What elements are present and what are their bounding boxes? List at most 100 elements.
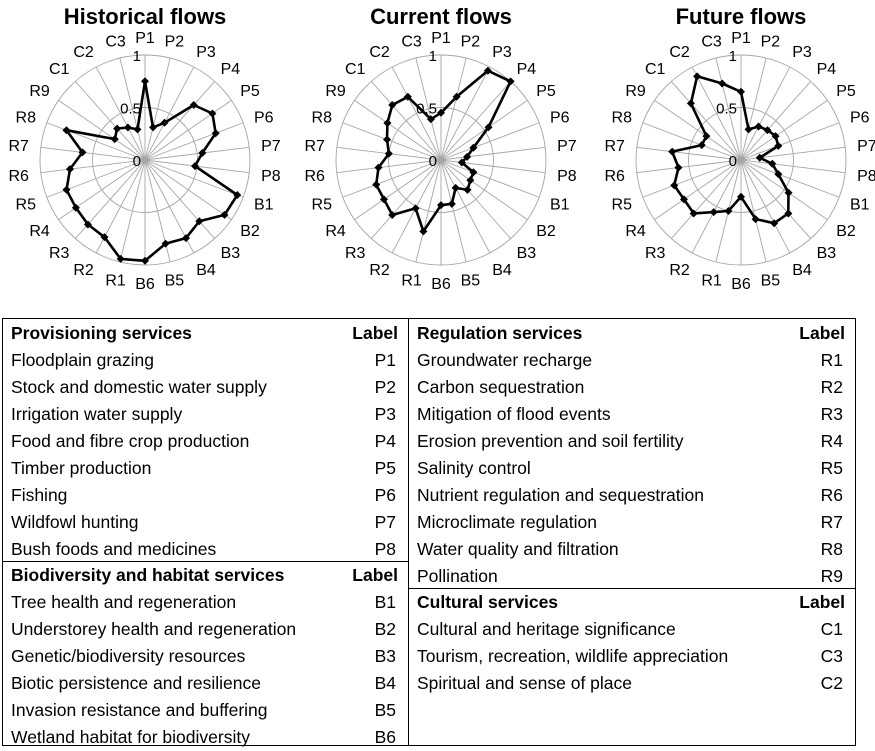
axis-label-B4: B4 bbox=[492, 262, 512, 279]
table-row: Bush foods and medicines P8 bbox=[11, 536, 400, 563]
data-point-P1 bbox=[141, 77, 149, 86]
axis-label-P5: P5 bbox=[240, 83, 260, 100]
data-point-R7 bbox=[668, 147, 677, 156]
data-point-C3 bbox=[718, 79, 727, 88]
axis-label-R7: R7 bbox=[8, 138, 29, 155]
table-row: Invasion resistance and buffering B5 bbox=[11, 697, 400, 724]
data-point-B2 bbox=[220, 210, 229, 219]
service-name: Understorey health and regeneration bbox=[11, 619, 297, 639]
axis-label-P2: P2 bbox=[461, 34, 481, 51]
table-row: Fishing P6 bbox=[11, 482, 400, 509]
data-point-P8 bbox=[457, 158, 466, 167]
service-label: R8 bbox=[820, 539, 843, 559]
data-point-C2 bbox=[403, 92, 412, 101]
axis-label-P3: P3 bbox=[792, 44, 812, 61]
service-label: B3 bbox=[374, 646, 396, 666]
radial-tick-label: 0 bbox=[133, 153, 141, 170]
data-point-P6 bbox=[211, 129, 220, 138]
axis-label-P6: P6 bbox=[254, 109, 274, 126]
chart-title-historical: Historical flows bbox=[63, 4, 227, 29]
data-point-C3 bbox=[426, 115, 435, 124]
axis-label-B5: B5 bbox=[461, 272, 481, 289]
axis-label-P1: P1 bbox=[431, 30, 451, 47]
axis-label-P5: P5 bbox=[836, 83, 856, 100]
axis-label-B3: B3 bbox=[221, 245, 241, 262]
data-point-P8 bbox=[191, 162, 200, 171]
legend-left-column: Provisioning services Label Floodplain gra… bbox=[3, 319, 409, 747]
cultural-header-row: Cultural services Label bbox=[417, 589, 847, 616]
service-name: Wildfowl hunting bbox=[11, 512, 139, 532]
axis-label-R2: R2 bbox=[73, 262, 94, 279]
data-point-P4 bbox=[189, 100, 198, 109]
axis-label-P1: P1 bbox=[135, 30, 155, 47]
axis-label-B1: B1 bbox=[550, 197, 570, 214]
axis-label-R7: R7 bbox=[304, 138, 325, 155]
axis-label-B1: B1 bbox=[254, 197, 274, 214]
table-row: Water quality and filtration R8 bbox=[417, 536, 847, 563]
data-point-P5 bbox=[484, 123, 493, 132]
service-label: B1 bbox=[374, 592, 396, 612]
service-label: R1 bbox=[820, 350, 843, 370]
service-name: Invasion resistance and buffering bbox=[11, 700, 268, 720]
service-name: Genetic/biodiversity resources bbox=[11, 646, 246, 666]
axis-label-P2: P2 bbox=[165, 34, 185, 51]
axis-label-R8: R8 bbox=[312, 109, 333, 126]
axis-label-B6: B6 bbox=[431, 276, 451, 293]
radial-tick-label: 0 bbox=[729, 153, 737, 170]
axis-label-P3: P3 bbox=[492, 44, 512, 61]
axis-label-R4: R4 bbox=[29, 223, 50, 240]
data-point-P5 bbox=[208, 109, 217, 118]
data-point-R4 bbox=[379, 195, 388, 204]
table-row: Tree health and regeneration B1 bbox=[11, 589, 400, 616]
axis-label-R4: R4 bbox=[325, 223, 346, 240]
service-name: Fishing bbox=[11, 485, 68, 505]
service-name: Timber production bbox=[11, 458, 152, 478]
data-point-B2 bbox=[784, 188, 793, 197]
data-point-P2 bbox=[149, 123, 158, 132]
axis-label-R1: R1 bbox=[105, 272, 126, 289]
data-point-R3 bbox=[689, 209, 698, 218]
cultural-heading: Cultural services bbox=[417, 592, 559, 612]
axis-label-R2: R2 bbox=[669, 262, 690, 279]
service-name: Groundwater recharge bbox=[417, 350, 593, 370]
table-row: Food and fibre crop production P4 bbox=[11, 428, 400, 455]
axis-label-B3: B3 bbox=[517, 245, 537, 262]
axis-label-R3: R3 bbox=[345, 245, 366, 262]
service-label: B6 bbox=[374, 727, 396, 747]
biodiversity-label-heading: Label bbox=[352, 565, 398, 585]
axis-label-P6: P6 bbox=[850, 109, 870, 126]
axis-label-R1: R1 bbox=[401, 272, 422, 289]
data-point-P7 bbox=[463, 152, 472, 161]
data-point-C1 bbox=[113, 124, 122, 133]
provisioning-header-row: Provisioning services Label bbox=[11, 320, 400, 347]
axis-label-P5: P5 bbox=[536, 83, 556, 100]
data-point-R2 bbox=[411, 204, 420, 213]
data-point-B5 bbox=[751, 215, 760, 224]
service-label: P1 bbox=[374, 350, 396, 370]
axis-label-P8: P8 bbox=[857, 168, 875, 185]
table-row: Wildfowl hunting P7 bbox=[11, 509, 400, 536]
radar-ring bbox=[388, 107, 494, 213]
radial-tick-label: 1 bbox=[729, 48, 737, 65]
axis-label-P4: P4 bbox=[221, 61, 241, 78]
service-label: C2 bbox=[820, 673, 843, 693]
data-point-R1 bbox=[419, 227, 428, 236]
axis-label-B5: B5 bbox=[761, 272, 781, 289]
table-row: Biotic persistence and resilience B4 bbox=[11, 670, 400, 697]
biodiversity-section: Biodiversity and habitat services Label Tr… bbox=[3, 561, 408, 747]
table-row: Understorey health and regeneration B2 bbox=[11, 616, 400, 643]
service-name: Spiritual and sense of place bbox=[417, 673, 632, 693]
axis-label-C3: C3 bbox=[701, 34, 722, 51]
data-point-B6 bbox=[737, 192, 745, 201]
regulation-header-row: Regulation services Label bbox=[417, 320, 847, 347]
service-label: P7 bbox=[374, 512, 396, 532]
axis-label-R3: R3 bbox=[645, 245, 666, 262]
radial-tick-label: 0.5 bbox=[120, 101, 141, 118]
services-legend-table: Provisioning services Label Floodplain gra… bbox=[2, 318, 856, 747]
service-label: P5 bbox=[374, 458, 396, 478]
data-point-R7 bbox=[78, 148, 87, 157]
data-point-B4 bbox=[451, 183, 460, 192]
axis-label-P6: P6 bbox=[550, 109, 570, 126]
axis-label-R6: R6 bbox=[304, 168, 325, 185]
